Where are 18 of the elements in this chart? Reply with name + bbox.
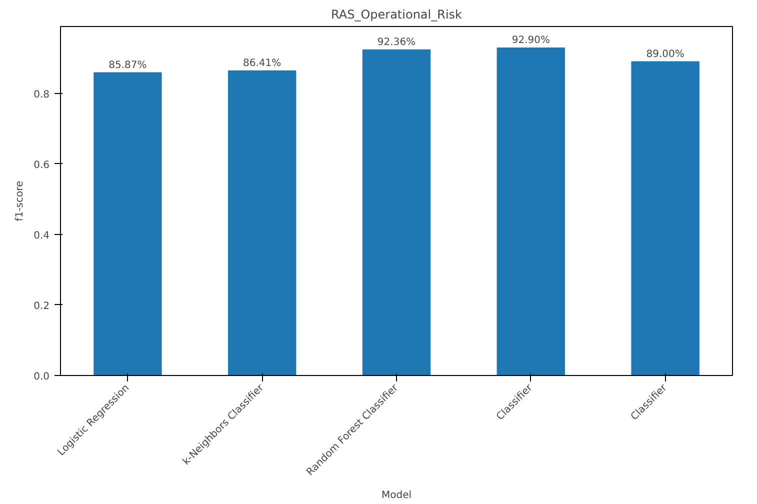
bar	[94, 72, 162, 376]
bar	[228, 70, 296, 376]
data-label: 86.41%	[243, 58, 282, 69]
data-label: 92.36%	[377, 36, 416, 48]
bar	[496, 48, 565, 376]
y-tick-label: 0.2	[34, 300, 50, 312]
y-tick-label: 0.6	[34, 160, 50, 171]
data-label: 92.90%	[512, 35, 550, 46]
x-axis-title: Model	[381, 490, 412, 502]
y-tick-label: 0.4	[34, 230, 50, 242]
y-tick-label: 0.8	[34, 89, 50, 100]
bar	[631, 61, 700, 376]
chart-title: RAS_Operational_Risk	[331, 8, 462, 22]
bar	[362, 49, 431, 376]
data-label: 85.87%	[108, 60, 147, 71]
data-label: 89.00%	[646, 48, 684, 60]
y-axis-title: f1-score	[14, 180, 26, 222]
y-tick-label: 0.0	[34, 372, 50, 382]
